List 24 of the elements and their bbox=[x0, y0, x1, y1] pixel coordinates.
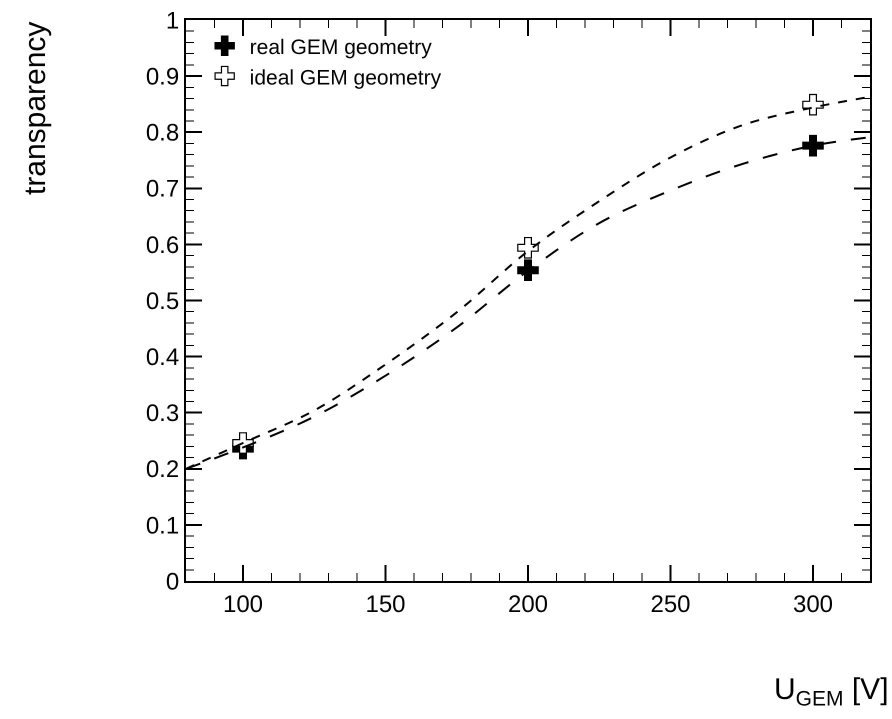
y-tick-label: 0.1 bbox=[146, 512, 180, 540]
y-tick-label: 0.4 bbox=[146, 344, 180, 371]
y-tick-label: 0.8 bbox=[146, 120, 180, 147]
x-tick-label: 250 bbox=[650, 590, 691, 618]
y-tick-label: 0.7 bbox=[146, 176, 180, 203]
point bbox=[517, 236, 539, 259]
y-tick-label: 0.5 bbox=[146, 288, 180, 315]
y-tick-label: 1 bbox=[166, 7, 180, 34]
point bbox=[517, 259, 539, 282]
legend-label: real GEM geometry bbox=[250, 36, 432, 59]
x-tick-label: 100 bbox=[222, 590, 264, 618]
x-tick-label: 300 bbox=[792, 590, 834, 618]
y-axis-title: transparency bbox=[19, 22, 52, 196]
point bbox=[802, 134, 824, 156]
point bbox=[802, 94, 824, 116]
y-tick-label: 0 bbox=[166, 568, 180, 596]
y-tick-label: 0.6 bbox=[146, 232, 180, 259]
x-tick-label: 200 bbox=[508, 590, 548, 618]
y-tick-label: 0.2 bbox=[146, 456, 180, 484]
x-tick-label: 150 bbox=[365, 590, 406, 618]
y-tick-label: 0.9 bbox=[146, 64, 180, 90]
y-tick-label: 0.3 bbox=[146, 400, 180, 428]
legend-label: ideal GEM geometry bbox=[250, 66, 442, 90]
x-axis-title: U$_{GEM}$ [V] bbox=[774, 673, 889, 710]
